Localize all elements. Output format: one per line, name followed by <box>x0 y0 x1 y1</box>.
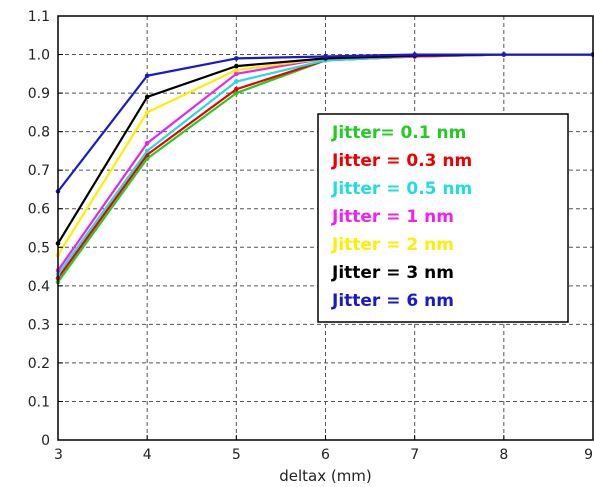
y-tick-label: 0.1 <box>28 394 50 410</box>
y-tick-label: 0.5 <box>28 240 50 256</box>
x-tick-label: 4 <box>143 447 152 463</box>
x-tick-label: 3 <box>54 447 63 463</box>
data-point <box>234 90 239 96</box>
data-point <box>234 79 239 84</box>
data-point <box>144 140 150 146</box>
data-point <box>234 56 239 61</box>
data-point <box>144 148 150 154</box>
legend-entry: Jitter = 0.5 nm <box>331 179 472 199</box>
data-point <box>234 86 239 92</box>
y-tick-label: 1.1 <box>28 9 50 25</box>
y-tick-label: 0 <box>41 433 50 449</box>
legend-entry: Jitter = 1 nm <box>331 207 454 227</box>
legend-entry: Jitter = 6 nm <box>331 291 454 311</box>
y-tick-label: 0.8 <box>28 125 50 141</box>
y-tick-label: 0.6 <box>28 202 50 218</box>
data-point <box>323 54 328 59</box>
data-point <box>234 63 239 69</box>
x-tick-label: 6 <box>321 447 330 463</box>
data-point <box>412 52 417 57</box>
data-point <box>144 73 150 79</box>
tick-layer: 0 0.1 0.2 0.3 0.4 0.5 0.6 0.7 0.8 0.9 1.0 1.1 3 4 5 6 7 8… <box>28 9 594 463</box>
x-tick-label: 5 <box>232 447 241 463</box>
legend-entry: Jitter = 0.3 nm <box>331 151 472 171</box>
y-tick-label: 0.3 <box>28 317 50 333</box>
data-point <box>501 52 507 57</box>
y-tick-label: 0.4 <box>28 279 50 295</box>
data-point <box>144 94 150 100</box>
y-tick-label: 1.0 <box>28 48 50 64</box>
x-axis-label: deltax (mm) <box>279 467 372 485</box>
legend-entry: Jitter = 3 nm <box>331 263 454 283</box>
legend-entry: Jitter = 2 nm <box>331 235 454 255</box>
legend-box <box>317 113 569 323</box>
y-tick-label: 0.7 <box>28 163 50 179</box>
series-layer <box>55 52 594 285</box>
legend: Jitter= 0.1 nm Jitter = 0.3 nm Jitter = 0.… <box>317 113 569 323</box>
x-tick-label: 9 <box>584 447 593 463</box>
y-tick-label: 0.9 <box>28 86 50 102</box>
y-tick-label: 0.2 <box>28 356 50 372</box>
x-tick-label: 7 <box>410 447 419 463</box>
legend-entry: Jitter= 0.1 nm <box>331 123 466 143</box>
data-point <box>234 71 239 77</box>
data-point <box>234 67 239 73</box>
x-tick-label: 8 <box>499 447 508 463</box>
data-point <box>144 110 150 115</box>
